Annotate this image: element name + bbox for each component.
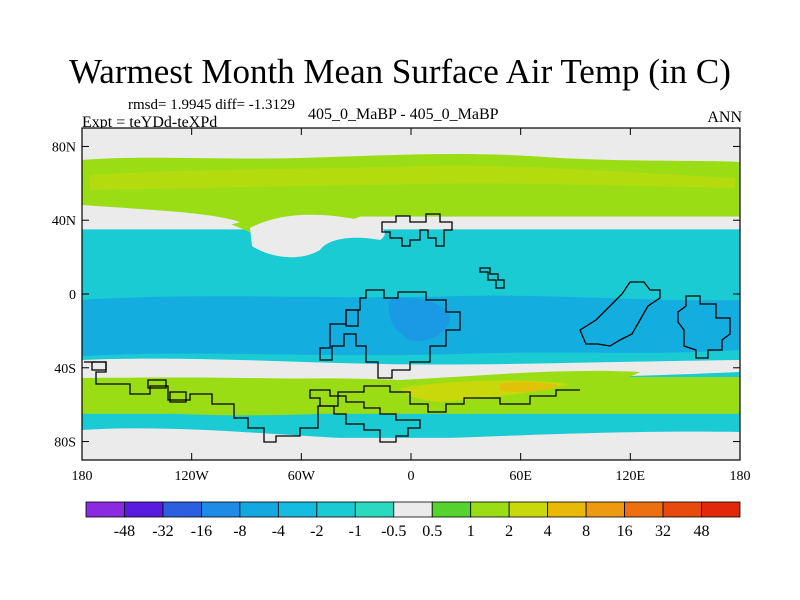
x-tick-label-3: 0	[408, 469, 415, 484]
y-tick-label-3: 40S	[54, 362, 76, 377]
island-outline-4	[91, 361, 107, 371]
colorbar-label-9: 1	[467, 523, 475, 540]
colorbar-swatch-12	[547, 501, 587, 518]
colorbar-label-10: 2	[505, 523, 513, 540]
colorbar-swatch-7	[354, 501, 395, 518]
x-tick-label-6: 180	[730, 469, 751, 484]
colorbar-swatch-11	[508, 501, 549, 518]
europe-outline	[381, 213, 453, 247]
colorbar-swatch-4	[239, 501, 279, 518]
island-outline-2	[169, 391, 187, 403]
colorbar-label-2: -16	[191, 523, 212, 540]
y-tick-label-4: 80S	[54, 436, 76, 451]
colorbar-label-14: 32	[655, 523, 671, 540]
colorbar-label-6: -1	[349, 523, 362, 540]
north-green-highlight	[90, 165, 735, 190]
colorbar-swatch-14	[624, 501, 664, 518]
colorbar-swatch-3	[201, 501, 241, 518]
colorbar-label-7: -0.5	[381, 523, 406, 540]
chart-title: Warmest Month Mean Surface Air Temp (in …	[69, 52, 731, 91]
y-tick-label-0: 80N	[52, 140, 76, 155]
colorbar-swatch-15	[662, 501, 702, 518]
colorbar-swatch-16	[701, 501, 741, 518]
australia-outline	[677, 295, 731, 359]
stats-label: rmsd= 1.9945 diff= -1.3129	[128, 97, 296, 113]
island-outline-1	[147, 379, 167, 389]
arabia-outline	[479, 267, 505, 289]
colorbar-swatch-2	[162, 501, 202, 518]
x-tick-label-2: 60W	[288, 469, 316, 484]
colorbar-swatch-0	[85, 501, 125, 518]
africa-outline	[319, 289, 461, 379]
colorbar-swatch-6	[316, 501, 356, 518]
colorbar-label-15: 48	[694, 523, 710, 540]
axis-layer: 180 120W 60W 0 60E 120E 180 80N 40N 0 40S 80S	[52, 128, 751, 484]
south-orange-spot	[500, 381, 560, 393]
arctic-white-region	[82, 128, 740, 160]
south-america-outline	[84, 361, 580, 443]
center-label: 405_0_MaBP - 405_0_MaBP	[308, 106, 499, 123]
y-tick-label-1: 40N	[52, 214, 76, 229]
colorbar-label-8: 0.5	[422, 523, 442, 540]
colorbar-label-5: -2	[310, 523, 323, 540]
experiment-label: Expt = teYDd-teXPd	[82, 114, 218, 131]
antarctic-coast-outline	[309, 389, 421, 443]
colorbar-swatch-8	[393, 501, 433, 518]
island-outline-3	[345, 309, 359, 327]
colorbar-label-4: -4	[272, 523, 285, 540]
x-tick-label-5: 120E	[616, 469, 646, 484]
x-tick-label-0: 180	[72, 469, 93, 484]
india-outline	[579, 281, 661, 347]
x-tick-label-1: 120W	[175, 469, 210, 484]
colorbar-swatch-13	[585, 501, 625, 518]
coastline-layer	[84, 213, 731, 443]
colorbar-swatch-1	[124, 501, 164, 518]
colorbar-label-1: -32	[152, 523, 173, 540]
africa-blue-region	[388, 298, 451, 341]
colorbar-swatch-5	[277, 501, 318, 518]
midlat-white-tongue	[250, 214, 385, 258]
colorbar-label-11: 4	[544, 523, 552, 540]
colorbar-swatch-9	[431, 501, 472, 518]
y-tick-label-2: 0	[69, 288, 76, 303]
plot-area	[82, 128, 740, 460]
band-8	[82, 413, 740, 438]
colorbar-swatch-10	[470, 501, 510, 518]
x-tick-label-4: 60E	[509, 469, 532, 484]
season-label: ANN	[707, 109, 742, 126]
colorbar: -48 -32 -16 -8 -4 -2 -1 -0.5 0.5 1 2 4 8 16 32 48	[85, 501, 741, 540]
colorbar-label-0: -48	[114, 523, 135, 540]
colorbar-label-3: -8	[233, 523, 246, 540]
north-pacific-white	[82, 205, 240, 228]
colorbar-label-13: 16	[617, 523, 633, 540]
colorbar-label-12: 8	[582, 523, 590, 540]
antarctic-white-region	[82, 428, 740, 460]
